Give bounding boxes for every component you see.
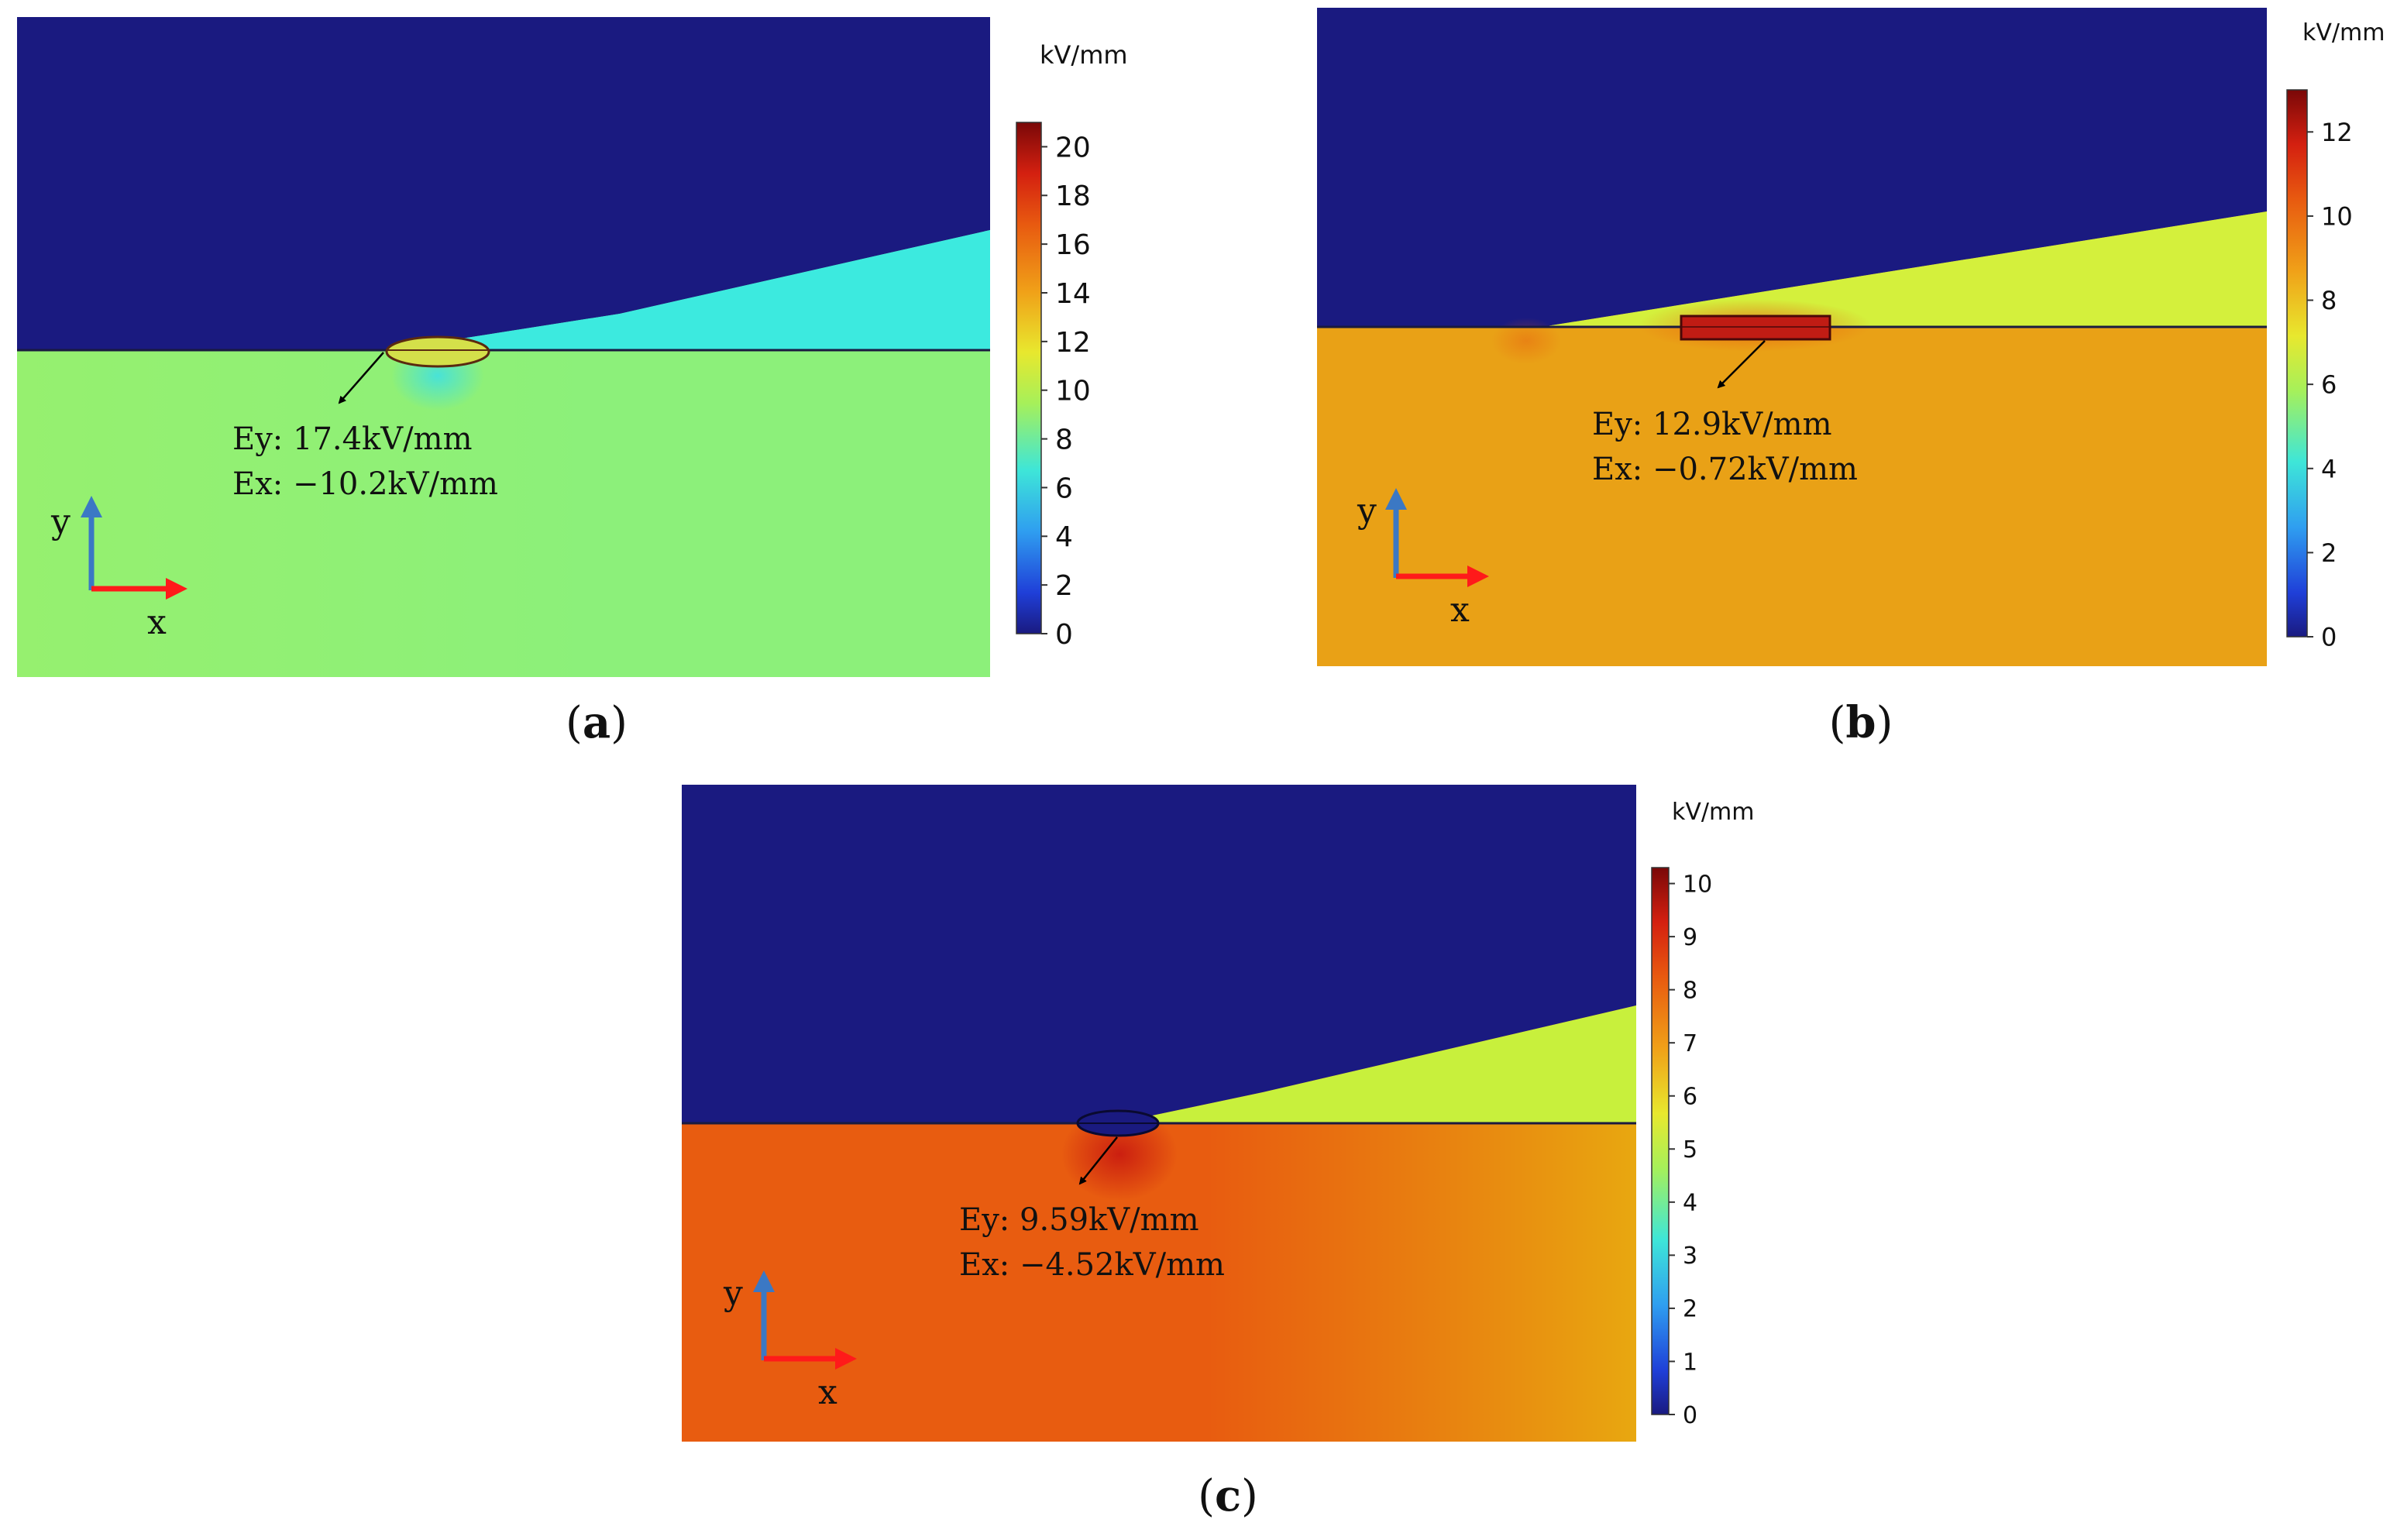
panel-a-caption: (a) bbox=[566, 697, 628, 748]
colorbar-tick-label: 14 bbox=[1055, 278, 1091, 310]
colorbar-tick-label: 1 bbox=[1683, 1349, 1697, 1376]
colorbar-tick-label: 10 bbox=[1683, 871, 1712, 898]
panel-a-y-arrowhead bbox=[81, 496, 102, 517]
panel-b-defect-rectangle bbox=[1680, 315, 1831, 341]
colorbar-tick-label: 7 bbox=[1683, 1030, 1697, 1057]
panel-b-air-region bbox=[1317, 8, 2267, 327]
panel-b-solid-shading bbox=[1317, 327, 2267, 666]
panel-a-solid-shading bbox=[17, 350, 990, 677]
colorbar-tick-label: 0 bbox=[1683, 1402, 1697, 1429]
colorbar-tick-label: 20 bbox=[1055, 132, 1091, 163]
panel-a-caption-letter: a bbox=[583, 697, 610, 748]
panel-a-defect-ellipse bbox=[385, 335, 490, 368]
colorbar-tick-label: 6 bbox=[1683, 1084, 1697, 1111]
panel-a-ey-label: Ey: 17.4kV/mm bbox=[232, 421, 473, 457]
panel-a-gap-wedge bbox=[387, 230, 990, 350]
panel-a-y-label: y bbox=[50, 502, 70, 541]
panel-c-caption: (c) bbox=[1198, 1470, 1258, 1521]
colorbar-tick-label: 12 bbox=[2321, 118, 2353, 147]
colorbar-tick-label: 0 bbox=[2321, 623, 2337, 652]
panel-c-ex-label: Ex: −4.52kV/mm bbox=[959, 1247, 1225, 1283]
panel-b-edge-glow bbox=[1491, 318, 1561, 364]
panel-b-x-arrowhead bbox=[1467, 565, 1489, 587]
panel-c-colorbar bbox=[1651, 867, 1670, 1415]
colorbar-tick-label: 8 bbox=[1055, 425, 1073, 456]
panel-b-colorbar-unit: kV/mm bbox=[2302, 19, 2385, 46]
panel-b-ey-label: Ey: 12.9kV/mm bbox=[1592, 407, 1832, 442]
panel-a-x-arrowhead bbox=[166, 578, 187, 600]
colorbar-tick-label: 9 bbox=[1683, 924, 1697, 951]
colorbar-tick-label: 4 bbox=[2321, 454, 2337, 483]
panel-b-pointer-arrow bbox=[1717, 340, 1766, 389]
panel-c-caption-letter: c bbox=[1215, 1470, 1241, 1521]
panel-a-ex-label: Ex: −10.2kV/mm bbox=[232, 466, 498, 502]
panel-b-colorbar bbox=[2286, 89, 2308, 638]
colorbar-tick-label: 16 bbox=[1055, 229, 1091, 261]
colorbar-tick-label: 2 bbox=[1055, 570, 1073, 602]
panel-c-x-arrowhead bbox=[835, 1348, 857, 1370]
colorbar-tick-label: 2 bbox=[1683, 1296, 1697, 1323]
panel-b: Ey: 12.9kV/mm Ex: −0.72kV/mm y x kV/mm 0… bbox=[1317, 8, 2385, 748]
colorbar-tick-label: 10 bbox=[1055, 376, 1091, 407]
panel-c-ey-label: Ey: 9.59kV/mm bbox=[959, 1202, 1199, 1238]
panel-b-caption-letter: b bbox=[1845, 697, 1876, 748]
colorbar-tick-label: 0 bbox=[1055, 619, 1073, 651]
panel-c-air-region bbox=[682, 785, 1636, 1123]
colorbar-tick-label: 8 bbox=[2321, 286, 2337, 315]
panel-b-ex-label: Ex: −0.72kV/mm bbox=[1592, 452, 1858, 487]
colorbar-tick-label: 4 bbox=[1683, 1190, 1697, 1217]
panel-c-colorbar-ticks: 0 1 2 3 4 5 6 7 8 9 10 bbox=[1669, 871, 1712, 1429]
panel-c-gap-wedge bbox=[1116, 1005, 1636, 1123]
panel-a-pointer-arrow bbox=[338, 352, 384, 404]
panel-b-colorbar-ticks: 0 2 4 6 8 10 12 bbox=[2307, 118, 2353, 652]
colorbar-tick-label: 12 bbox=[1055, 327, 1091, 359]
panel-b-gap-wedge bbox=[1542, 211, 2267, 327]
panel-a-colorbar bbox=[1016, 122, 1042, 634]
panel-b-y-arrowhead bbox=[1385, 488, 1407, 510]
panel-a-colorbar-unit: kV/mm bbox=[1040, 40, 1128, 70]
panel-c: Ey: 9.59kV/mm Ex: −4.52kV/mm y x kV/mm 0… bbox=[682, 785, 1754, 1521]
colorbar-tick-label: 6 bbox=[2321, 370, 2337, 400]
panel-a-air-region bbox=[17, 17, 990, 350]
colorbar-tick-label: 6 bbox=[1055, 473, 1073, 504]
colorbar-tick-label: 10 bbox=[2321, 201, 2353, 231]
panel-c-pointer-arrow bbox=[1078, 1136, 1118, 1185]
panel-c-y-label: y bbox=[723, 1274, 743, 1313]
colorbar-tick-label: 18 bbox=[1055, 180, 1091, 212]
panel-a: Ey: 17.4kV/mm Ex: −10.2kV/mm y x kV/mm 0… bbox=[17, 17, 1128, 748]
colorbar-tick-label: 5 bbox=[1683, 1136, 1697, 1164]
colorbar-tick-label: 8 bbox=[1683, 977, 1697, 1004]
panel-a-x-label: x bbox=[147, 603, 167, 642]
panel-b-x-label: x bbox=[1450, 590, 1470, 630]
panel-b-y-label: y bbox=[1357, 491, 1377, 531]
colorbar-tick-label: 3 bbox=[1683, 1243, 1697, 1270]
panel-a-colorbar-ticks: 0 2 4 6 8 10 12 14 16 18 20 bbox=[1041, 132, 1091, 651]
panel-c-x-label: x bbox=[818, 1373, 837, 1412]
panel-c-colorbar-unit: kV/mm bbox=[1672, 799, 1754, 826]
panel-b-caption: (b) bbox=[1829, 697, 1893, 748]
colorbar-tick-label: 4 bbox=[1055, 521, 1073, 553]
colorbar-tick-label: 2 bbox=[2321, 538, 2337, 568]
panel-c-y-arrowhead bbox=[753, 1270, 775, 1292]
